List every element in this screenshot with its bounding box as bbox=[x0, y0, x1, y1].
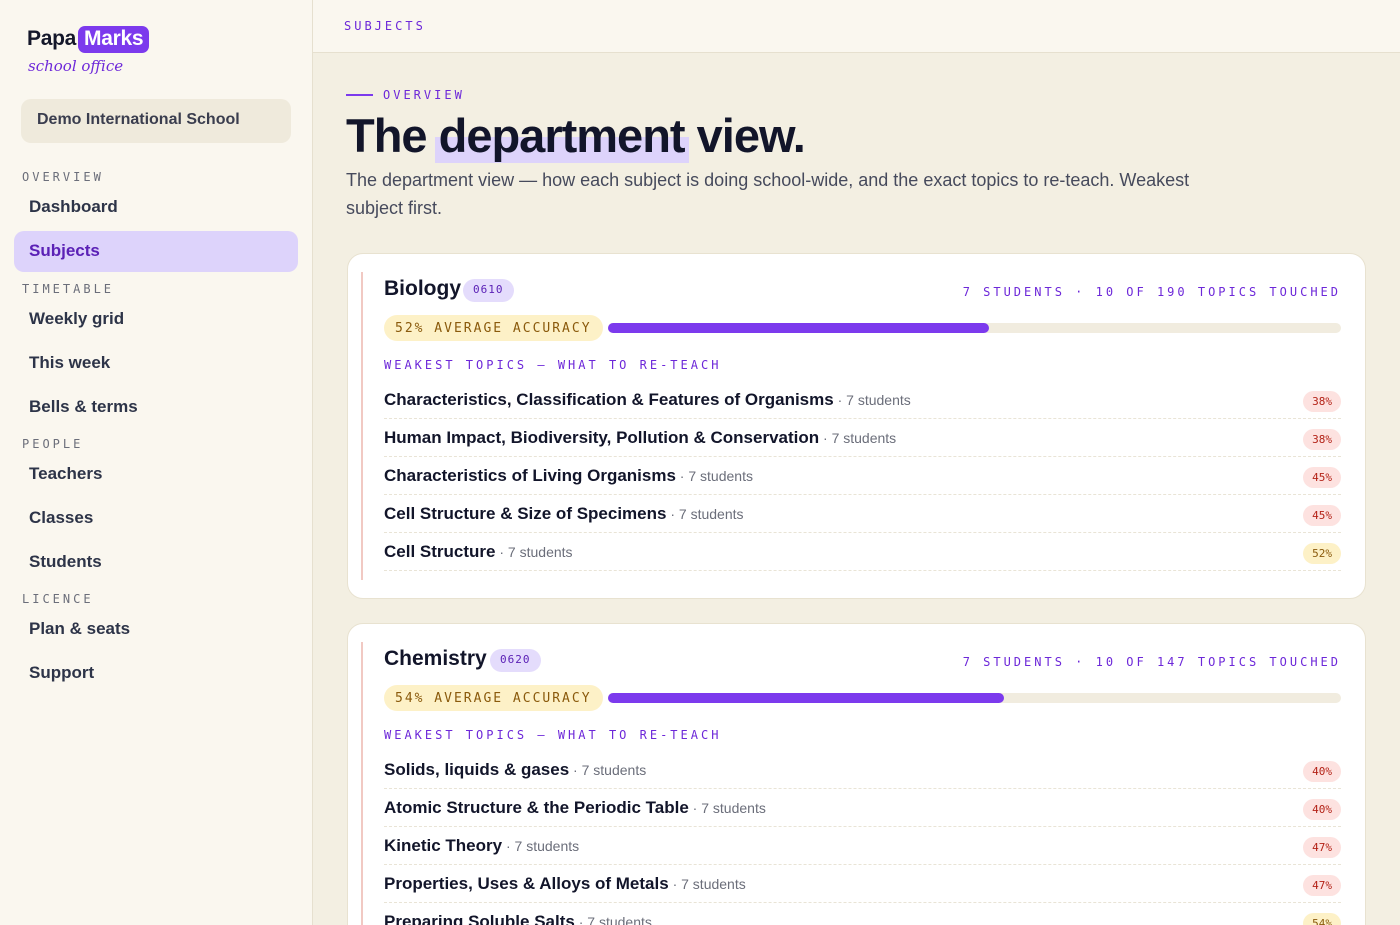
logo-subtitle: school office bbox=[28, 57, 124, 75]
topic-name: Solids, liquids & gases · 7 students bbox=[384, 760, 647, 779]
topic-score-badge: 47% bbox=[1303, 875, 1341, 896]
topic-row[interactable]: Cell Structure · 7 students 52% bbox=[384, 533, 1341, 571]
sidebar-item-support[interactable]: Support bbox=[29, 663, 95, 682]
topic-name: Kinetic Theory · 7 students bbox=[384, 836, 580, 855]
subject-meta: 7 STUDENTS · 10 OF 147 TOPICS TOUCHED bbox=[962, 655, 1341, 669]
sidebar-item-bells-terms[interactable]: Bells & terms bbox=[29, 397, 138, 416]
card-accent-bar bbox=[361, 642, 363, 925]
sidebar-item-students[interactable]: Students bbox=[29, 552, 102, 571]
subject-header: Biology 0610 7 STUDENTS · 10 OF 190 TOPI… bbox=[384, 277, 1341, 305]
sidebar-item-this-week[interactable]: This week bbox=[29, 353, 111, 372]
topic-score-badge: 38% bbox=[1303, 391, 1341, 412]
logo-wordmark-marks: Marks bbox=[78, 25, 150, 53]
weakest-topics-label: WEAKEST TOPICS — WHAT TO RE-TEACH bbox=[384, 728, 722, 742]
topic-row[interactable]: Properties, Uses & Alloys of Metals · 7 … bbox=[384, 865, 1341, 903]
topic-student-count: · 7 students bbox=[833, 392, 911, 408]
topic-row[interactable]: Atomic Structure & the Periodic Table · … bbox=[384, 789, 1341, 827]
accuracy-row: 52% AVERAGE ACCURACY bbox=[384, 315, 1341, 341]
eyebrow-line bbox=[346, 94, 373, 96]
accuracy-badge: 52% AVERAGE ACCURACY bbox=[384, 315, 603, 341]
title-pre: The bbox=[346, 109, 428, 162]
card-accent-bar bbox=[361, 272, 363, 580]
title-highlight: department bbox=[434, 108, 689, 163]
topic-list: Characteristics, Classification & Featur… bbox=[384, 381, 1341, 571]
topic-row[interactable]: Human Impact, Biodiversity, Pollution & … bbox=[384, 419, 1341, 457]
topic-score-badge: 40% bbox=[1303, 761, 1341, 782]
title-highlight-text: department bbox=[438, 109, 686, 162]
weakest-topics-label: WEAKEST TOPICS — WHAT TO RE-TEACH bbox=[384, 358, 722, 372]
accuracy-bar bbox=[608, 323, 1341, 333]
hero-eyebrow: OVERVIEW bbox=[346, 88, 465, 102]
topic-name: Cell Structure & Size of Specimens · 7 s… bbox=[384, 504, 744, 523]
topic-student-count: · 7 students bbox=[688, 800, 766, 816]
page-title: The department view. bbox=[346, 108, 806, 163]
sidebar-item-dashboard[interactable]: Dashboard bbox=[29, 197, 118, 216]
accuracy-bar-fill bbox=[608, 693, 1004, 703]
topic-name: Human Impact, Biodiversity, Pollution & … bbox=[384, 428, 897, 447]
subject-code-badge: 0620 bbox=[490, 649, 541, 672]
nav-section-timetable: TIMETABLE bbox=[22, 282, 115, 296]
topic-student-count: · 7 students bbox=[569, 762, 647, 778]
topic-row[interactable]: Solids, liquids & gases · 7 students 40% bbox=[384, 751, 1341, 789]
sidebar-item-teachers[interactable]: Teachers bbox=[29, 464, 103, 483]
topic-name: Cell Structure · 7 students bbox=[384, 542, 573, 561]
topic-student-count: · 7 students bbox=[666, 506, 744, 522]
accuracy-bar bbox=[608, 693, 1341, 703]
topic-score-badge: 38% bbox=[1303, 429, 1341, 450]
topic-score-badge: 45% bbox=[1303, 505, 1341, 526]
nav-section-licence: LICENCE bbox=[22, 592, 94, 606]
topic-row[interactable]: Cell Structure & Size of Specimens · 7 s… bbox=[384, 495, 1341, 533]
logo-wordmark-papa: Papa bbox=[27, 27, 76, 50]
subject-meta: 7 STUDENTS · 10 OF 190 TOPICS TOUCHED bbox=[962, 285, 1341, 299]
sidebar: Papa Marks school office Demo Internatio… bbox=[0, 0, 313, 925]
subject-header: Chemistry 0620 7 STUDENTS · 10 OF 147 TO… bbox=[384, 647, 1341, 675]
topic-score-badge: 54% bbox=[1303, 913, 1341, 925]
topic-row[interactable]: Preparing Soluble Salts · 7 students 54% bbox=[384, 903, 1341, 925]
title-post: view. bbox=[696, 109, 806, 162]
topic-student-count: · 7 students bbox=[495, 544, 573, 560]
topic-score-badge: 52% bbox=[1303, 543, 1341, 564]
accuracy-row: 54% AVERAGE ACCURACY bbox=[384, 685, 1341, 711]
subject-card-biology: Biology 0610 7 STUDENTS · 10 OF 190 TOPI… bbox=[347, 253, 1366, 599]
nav-section-people: PEOPLE bbox=[22, 437, 84, 451]
topic-name: Properties, Uses & Alloys of Metals · 7 … bbox=[384, 874, 746, 893]
subject-card-chemistry: Chemistry 0620 7 STUDENTS · 10 OF 147 TO… bbox=[347, 623, 1366, 925]
sidebar-item-plan-seats[interactable]: Plan & seats bbox=[29, 619, 131, 638]
eyebrow-label: OVERVIEW bbox=[383, 88, 465, 102]
logo[interactable]: Papa Marks school office bbox=[27, 24, 150, 75]
topic-row[interactable]: Characteristics of Living Organisms · 7 … bbox=[384, 457, 1341, 495]
topic-name: Preparing Soluble Salts · 7 students bbox=[384, 912, 652, 925]
topic-name: Characteristics, Classification & Featur… bbox=[384, 390, 911, 409]
topic-name: Atomic Structure & the Periodic Table · … bbox=[384, 798, 766, 817]
subject-name: Biology bbox=[384, 277, 461, 300]
accuracy-bar-fill bbox=[608, 323, 990, 333]
nav-section-overview: OVERVIEW bbox=[22, 170, 104, 184]
topic-score-badge: 40% bbox=[1303, 799, 1341, 820]
breadcrumb: SUBJECTS bbox=[344, 19, 426, 33]
subject-name: Chemistry bbox=[384, 647, 487, 670]
topic-student-count: · 7 students bbox=[574, 914, 652, 925]
topic-list: Solids, liquids & gases · 7 students 40%… bbox=[384, 751, 1341, 925]
sidebar-item-subjects[interactable]: Subjects bbox=[14, 231, 298, 272]
topic-score-badge: 47% bbox=[1303, 837, 1341, 858]
page-description: The department view — how each subject i… bbox=[346, 170, 1190, 218]
topbar: SUBJECTS bbox=[313, 0, 1400, 53]
topic-student-count: · 7 students bbox=[502, 838, 580, 854]
topic-name: Characteristics of Living Organisms · 7 … bbox=[384, 466, 753, 485]
accuracy-badge: 54% AVERAGE ACCURACY bbox=[384, 685, 603, 711]
topic-student-count: · 7 students bbox=[668, 876, 746, 892]
topic-student-count: · 7 students bbox=[819, 430, 897, 446]
topic-score-badge: 45% bbox=[1303, 467, 1341, 488]
sidebar-item-classes[interactable]: Classes bbox=[29, 508, 94, 527]
subject-code-badge: 0610 bbox=[463, 279, 514, 302]
topic-student-count: · 7 students bbox=[675, 468, 753, 484]
sidebar-item-weekly-grid[interactable]: Weekly grid bbox=[29, 309, 125, 328]
topic-row[interactable]: Characteristics, Classification & Featur… bbox=[384, 381, 1341, 419]
school-selector[interactable]: Demo International School bbox=[21, 99, 291, 143]
topic-row[interactable]: Kinetic Theory · 7 students 47% bbox=[384, 827, 1341, 865]
